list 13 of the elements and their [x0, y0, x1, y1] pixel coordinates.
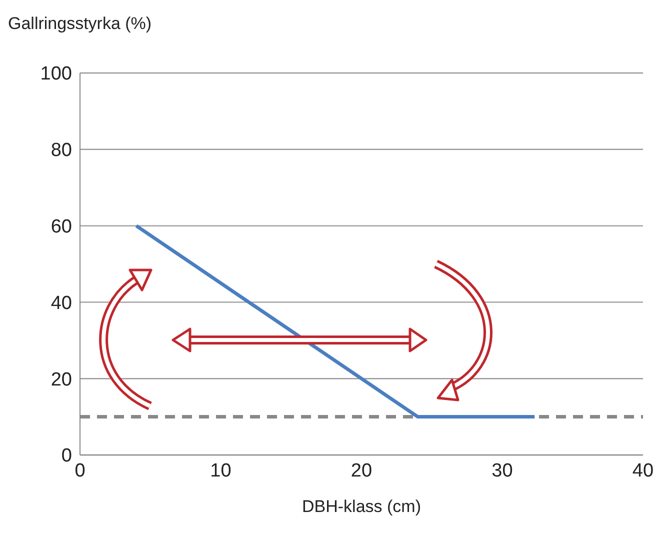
- x-tick-label: 40: [632, 460, 654, 482]
- y-tick-label: 20: [50, 369, 72, 390]
- x-tick-label: 20: [350, 460, 372, 482]
- y-tick-label: 60: [50, 216, 72, 238]
- x-tick-label: 0: [74, 460, 86, 482]
- x-tick-label: 30: [492, 460, 513, 482]
- y-axis-title: Gallringsstyrka (%): [8, 14, 152, 34]
- y-tick-label: 0: [61, 446, 72, 467]
- x-tick-label: 10: [210, 460, 232, 482]
- x-axis-title: DBH-klass (cm): [302, 497, 421, 516]
- y-tick-label: 100: [40, 64, 72, 85]
- y-tick-label: 80: [50, 140, 72, 162]
- y-tick-label: 40: [50, 292, 72, 314]
